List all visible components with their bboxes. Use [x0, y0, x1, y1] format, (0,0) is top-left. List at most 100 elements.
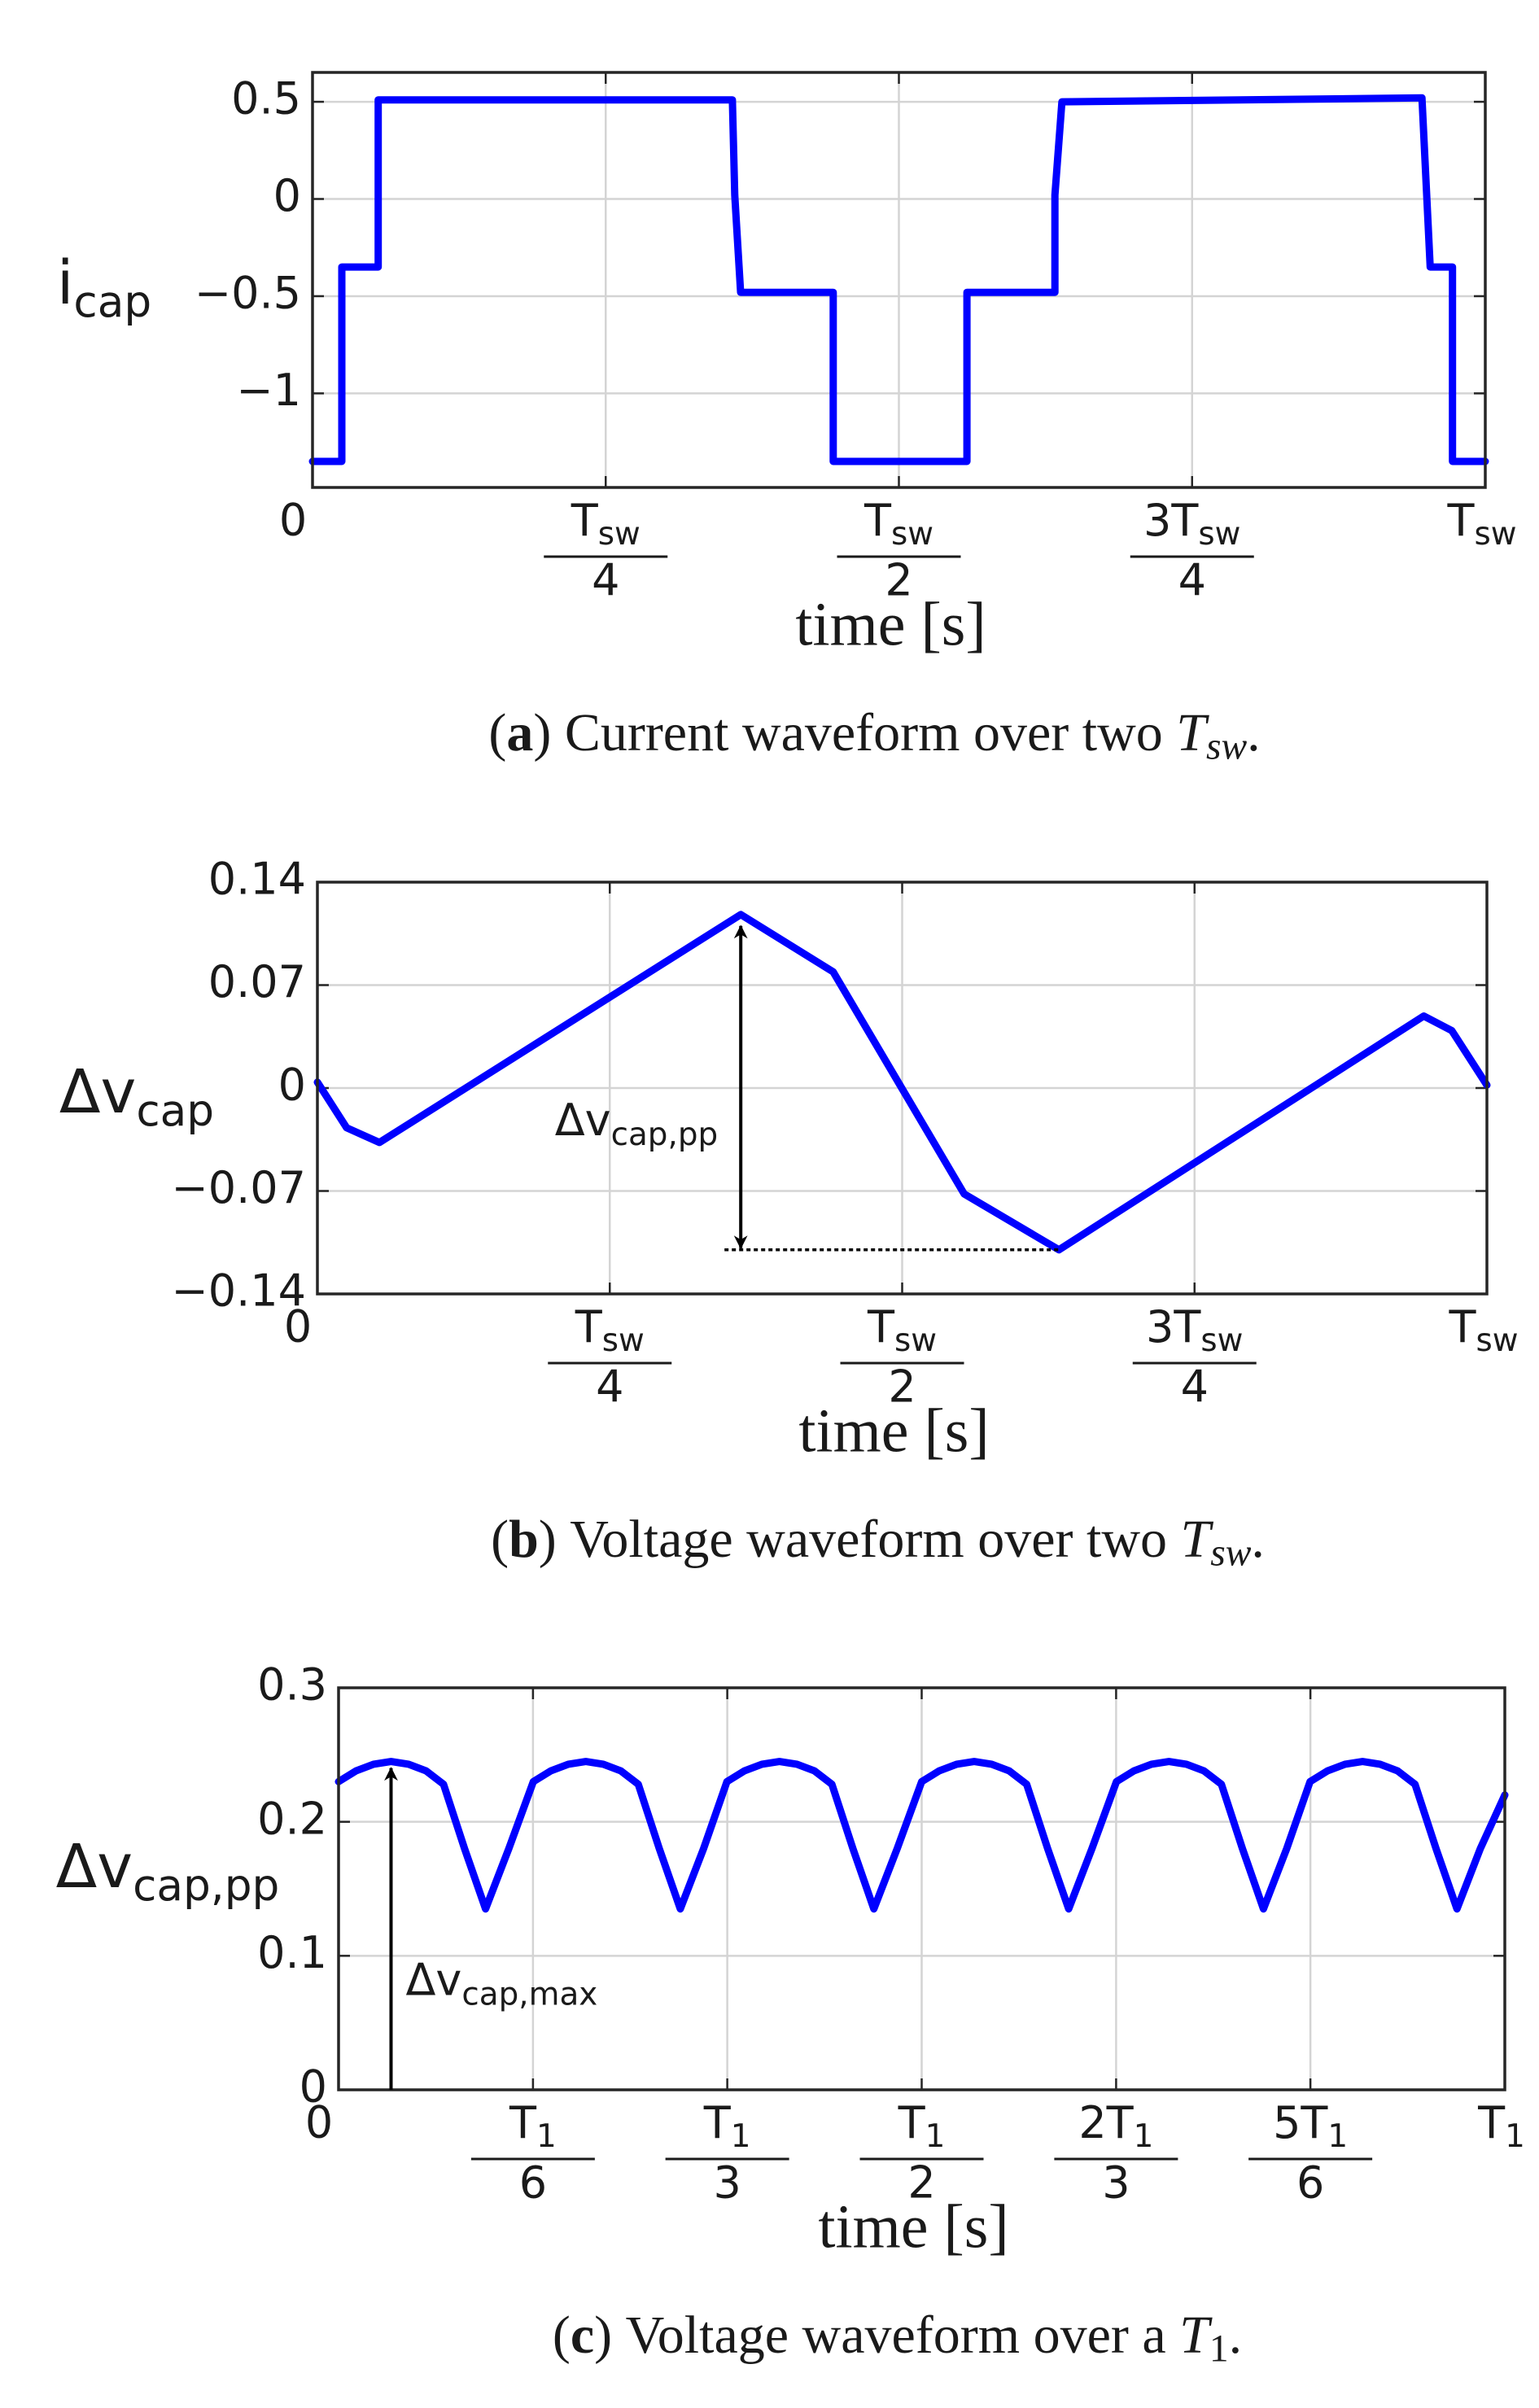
caption-part: Voltage waveform over a: [626, 2305, 1166, 2365]
x-tick-label-part: T: [509, 2097, 537, 2148]
y-axis-label-part: Δv: [56, 1832, 133, 1902]
annotation-label: Δvcap,max: [405, 1954, 597, 2012]
y-axis-label: Δvcap: [59, 1057, 214, 1136]
y-axis-label-part: i: [57, 248, 74, 318]
y-tick-label: 0: [278, 1060, 306, 1111]
caption-part: ): [539, 1510, 557, 1569]
x-tick-label: 4: [1181, 1361, 1209, 1413]
x-tick-label-part: 1: [925, 2118, 946, 2155]
x-tick-label-part: sw: [1200, 1322, 1243, 1359]
x-tick-label: Tsw: [571, 495, 641, 553]
y-tick-label: −0.14: [172, 1265, 306, 1317]
x-tick-label: 6: [519, 2157, 547, 2209]
caption-part: T: [1181, 1510, 1214, 1569]
y-tick-label: 0.2: [257, 1793, 327, 1844]
y-axis-label-part: cap,pp: [133, 1860, 279, 1911]
x-tick-label-part: 1: [536, 2118, 557, 2155]
y-axis-label: icap: [57, 248, 151, 327]
x-tick-label: T1: [898, 2097, 946, 2155]
x-tick-label-part: 5T: [1273, 2097, 1328, 2148]
annotation-label-part: Δv: [555, 1094, 611, 1145]
x-tick-label-part: sw: [891, 516, 933, 553]
x-tick-label-part: 3T: [1143, 495, 1199, 546]
plot-frame: [316, 881, 1489, 1296]
x-tick-label-part: sw: [894, 1322, 937, 1359]
caption-part: ): [533, 703, 551, 763]
plot-frame: [311, 71, 1487, 489]
x-tick-label: 3Tsw: [1146, 1301, 1243, 1359]
annotation-label-part: cap,max: [461, 1976, 597, 2012]
x-tick-label: 2: [907, 2157, 935, 2209]
x-tick-label-part: 1: [1505, 2118, 1525, 2155]
x-tick-label-part: sw: [1474, 516, 1516, 553]
annotation-label-part: cap,pp: [611, 1116, 719, 1152]
x-tick-label: 5T1: [1273, 2097, 1348, 2155]
caption-part: sw: [1210, 1532, 1251, 1574]
x-tick-label-part: T: [867, 1301, 895, 1353]
x-tick-label: T1: [703, 2097, 751, 2155]
x-tick-label-part: 1: [731, 2118, 751, 2155]
x-tick-label-part: sw: [1476, 1322, 1518, 1359]
x-tick-label: 4: [592, 555, 619, 606]
x-axis-label: time [s]: [795, 590, 986, 658]
x-tick-label-part: sw: [602, 1322, 645, 1359]
caption-part: .: [1247, 703, 1261, 763]
caption-part: a: [506, 703, 533, 763]
x-tick-label: Tsw: [864, 495, 933, 553]
x-tick-label: 3Tsw: [1143, 495, 1240, 553]
x-tick-label-part: T: [571, 495, 599, 546]
x-tick-label: 4: [1178, 555, 1206, 606]
y-tick-label: 0.5: [231, 73, 301, 125]
x-tick-label: 3: [713, 2157, 741, 2209]
y-tick-label: −0.5: [195, 268, 301, 319]
x-tick-label-part: sw: [598, 516, 641, 553]
series-line: [334, 1758, 1509, 1913]
x-tick-label-part: 2T: [1078, 2097, 1134, 2148]
caption-part: ): [594, 2305, 612, 2365]
caption-part: b: [509, 1510, 539, 1569]
x-tick-label: Tsw: [867, 1301, 937, 1359]
x-tick-label: 2T1: [1078, 2097, 1153, 2155]
x-tick-label: 6: [1296, 2157, 1324, 2209]
x-tick-label-part: 1: [1327, 2118, 1348, 2155]
y-tick-label: 0.07: [208, 956, 306, 1007]
y-tick-label: 0: [299, 2061, 327, 2113]
caption-part: T: [1179, 2305, 1213, 2365]
x-tick-label: Tsw: [575, 1301, 645, 1359]
x-tick-label: T1: [509, 2097, 557, 2155]
caption: (b) Voltage waveform over two Tsw.: [491, 1510, 1265, 1574]
x-axis-label: time [s]: [798, 1396, 989, 1465]
caption: (a) Current waveform over two Tsw.: [488, 703, 1260, 767]
x-tick-label: 0: [305, 2097, 333, 2148]
y-tick-label: 0: [273, 170, 301, 221]
x-tick-label-part: T: [703, 2097, 732, 2148]
caption-part: T: [1176, 703, 1209, 763]
x-tick-label-part: T: [1448, 1301, 1476, 1353]
y-tick-label: 0.1: [257, 1927, 327, 1978]
caption-part: (: [488, 703, 506, 763]
annotation-label: Δvcap,pp: [555, 1094, 719, 1152]
y-tick-label: 0.14: [208, 854, 306, 905]
y-axis-label-part: Δv: [59, 1057, 136, 1127]
caption-part: .: [1251, 1510, 1265, 1569]
x-tick-label: 2: [885, 555, 912, 606]
caption-part: (: [553, 2305, 571, 2365]
caption-part: .: [1229, 2305, 1243, 2365]
x-tick-label-part: T: [864, 495, 892, 546]
x-tick-label-part: T: [1477, 2097, 1506, 2148]
x-axis-label: time [s]: [818, 2192, 1008, 2261]
x-tick-label: 0: [284, 1301, 312, 1353]
caption-part: Voltage waveform over two: [570, 1510, 1167, 1569]
caption: (c) Voltage waveform over a T1.: [553, 2305, 1242, 2370]
x-tick-label: 3: [1102, 2157, 1130, 2209]
series-line: [308, 94, 1489, 465]
caption-part: Current waveform over two: [565, 703, 1163, 763]
caption-part: 1: [1209, 2327, 1229, 2370]
y-tick-label: −1: [236, 365, 301, 416]
y-tick-label: 0.3: [257, 1659, 327, 1711]
annotation-label-part: Δv: [405, 1954, 461, 2005]
y-axis-label-part: cap: [136, 1086, 214, 1136]
caption-part: sw: [1206, 725, 1247, 767]
